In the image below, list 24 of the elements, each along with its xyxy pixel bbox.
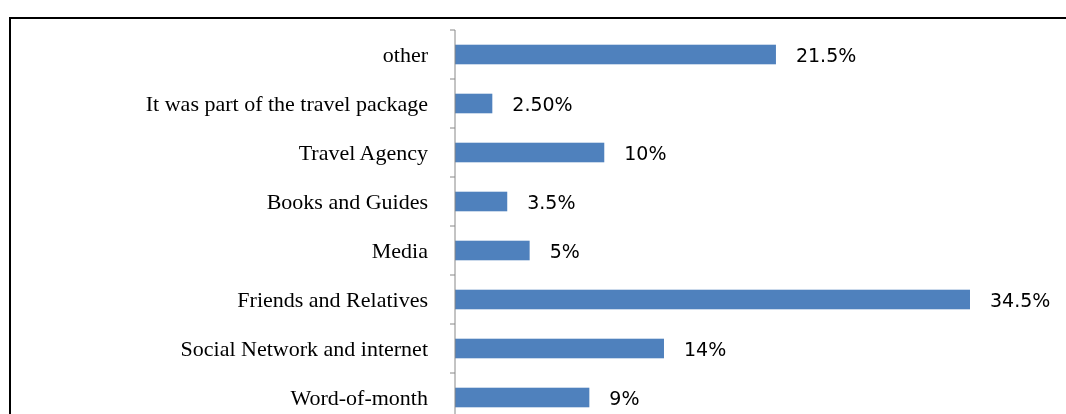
data-label: 3.5% [527, 190, 576, 213]
bar [455, 289, 970, 310]
bar [455, 44, 776, 65]
y-tick-label: It was part of the travel package [145, 91, 428, 116]
y-tick-label: Travel Agency [298, 140, 428, 165]
data-label: 9% [609, 386, 640, 409]
bar [455, 387, 590, 408]
y-tick-label: Social Network and internet [180, 336, 428, 361]
bar [455, 142, 605, 163]
bar [455, 93, 493, 114]
bar [455, 191, 508, 212]
data-label: 21.5% [795, 43, 857, 66]
bar [455, 338, 664, 359]
data-label: 14% [683, 337, 727, 360]
y-tick-label: Books and Guides [266, 189, 428, 214]
bar [455, 240, 530, 261]
y-tick-label: other [382, 42, 429, 67]
data-label: 5% [549, 239, 580, 262]
y-tick-label: Friends and Relatives [237, 287, 428, 312]
data-label: 10% [624, 141, 667, 164]
y-tick-label: Media [371, 238, 429, 263]
data-label: 34.5% [990, 288, 1051, 311]
y-tick-label: Word-of-month [290, 385, 428, 410]
data-label: 2.50% [512, 92, 573, 115]
